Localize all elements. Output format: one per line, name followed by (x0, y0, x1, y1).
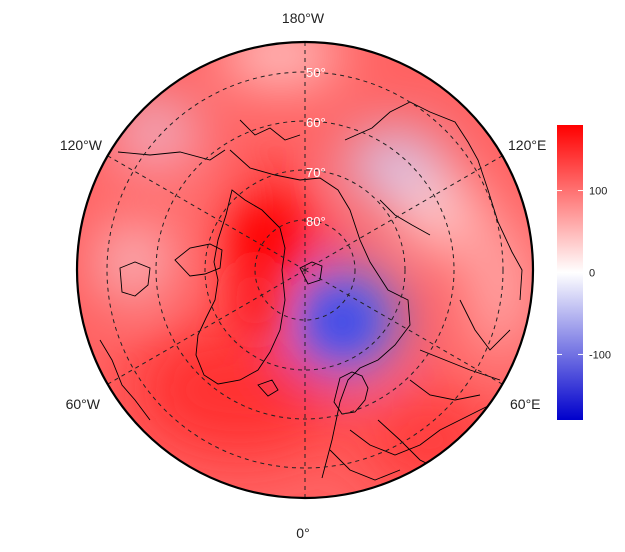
lat-label-80: 80° (306, 214, 326, 229)
lat-label-50: 50° (306, 65, 326, 80)
coastlines (99, 101, 523, 481)
lon-label-180w: 180°W (282, 10, 325, 26)
lon-label-0: 0° (296, 525, 309, 541)
colorbar-ticks: 100 0 -100 (557, 186, 611, 361)
lon-label-60w: 60°W (66, 396, 101, 412)
colorbar-tick-label-1: 0 (589, 268, 595, 280)
graticule (106, 42, 504, 498)
lat-label-60: 60° (306, 115, 326, 130)
colorbar: 100 0 -100 (557, 125, 611, 420)
lon-label-60e: 60°E (510, 396, 541, 412)
lat-label-70: 70° (306, 165, 326, 180)
lon-label-120w: 120°W (60, 137, 103, 153)
colorbar-tick-label-2: -100 (589, 349, 611, 361)
colorbar-tick-label-0: 100 (589, 186, 607, 198)
map-boundary (75, 40, 535, 500)
lon-label-120e: 120°E (508, 137, 546, 153)
